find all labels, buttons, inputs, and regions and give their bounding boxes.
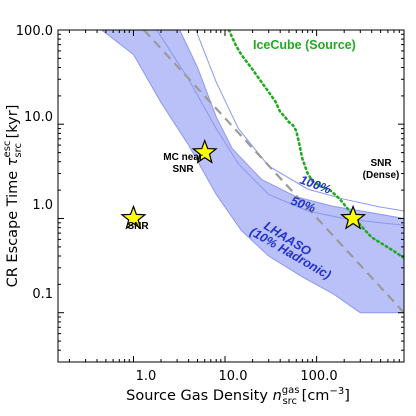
star-point-0 [120, 204, 147, 230]
tick-label-y-0.1: 0.1 [32, 287, 53, 302]
label-snr: SNR [127, 221, 149, 232]
points [120, 138, 367, 230]
plot-frame [57, 29, 405, 363]
tick-label-x-100: 100.0 [300, 369, 337, 384]
line-100-percent [195, 30, 404, 212]
tick-label-x-1: 1.0 [136, 369, 157, 384]
star-point-2 [339, 204, 367, 230]
tick-label-y-1: 1.0 [32, 198, 53, 213]
x-axis-title: Source Gas Density ngas src [cm−3] [126, 385, 350, 407]
label-snr-dense-1: SNR [370, 158, 392, 169]
y-axis-title: CR Escape Time τescsrc [kyr] [2, 105, 24, 288]
line-50-percent [156, 30, 404, 226]
label-mc-near-snr-1: MC near [163, 152, 203, 163]
tick-label-y-100: 100.0 [16, 24, 53, 39]
tick-label-y-10: 10.0 [24, 110, 53, 125]
label-mc-near-snr-2: SNR [172, 164, 194, 175]
tick-label-x-10: 10.0 [219, 369, 248, 384]
icecube-label: IceCube (Source) [253, 38, 356, 52]
axis-ticks [58, 29, 405, 363]
dashed-line [143, 30, 404, 314]
star-point-1 [191, 138, 218, 164]
label-100-percent: 100% [298, 173, 333, 197]
lhaaso-band [100, 30, 404, 314]
label-snr-dense-2: (Dense) [363, 170, 400, 181]
